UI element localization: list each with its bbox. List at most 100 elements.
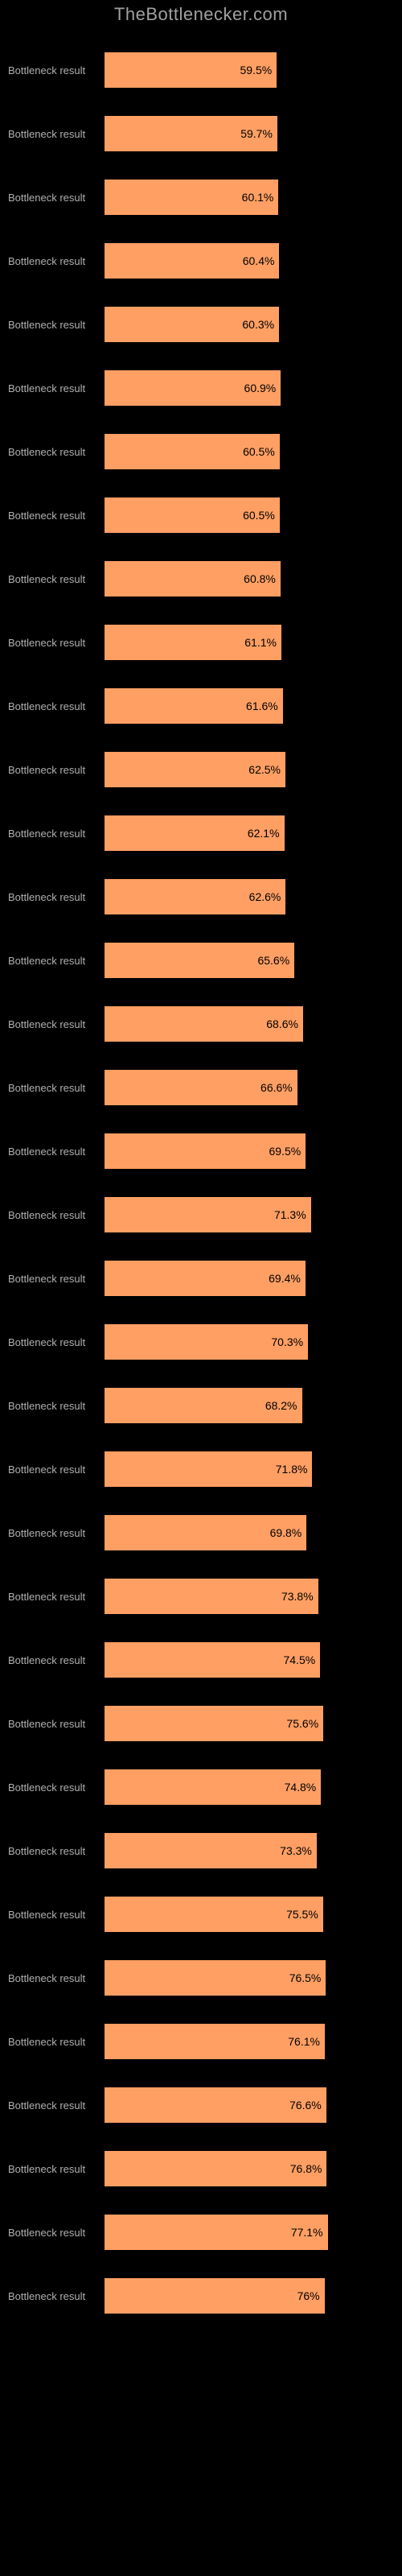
chart-row: Bottleneck result68.2%	[8, 1367, 394, 1423]
bar-value: 62.1%	[248, 827, 280, 840]
chart-row: Bottleneck result76%	[8, 2257, 394, 2314]
bar: 65.6%	[105, 943, 294, 978]
row-top-label	[8, 1303, 394, 1316]
bar-value: 69.8%	[270, 1526, 302, 1539]
chart-row: Bottleneck result74.8%	[8, 1748, 394, 1805]
bar-row: Bottleneck result76%	[8, 2278, 394, 2314]
row-top-label	[8, 2066, 394, 2079]
bar-row: Bottleneck result76.1%	[8, 2024, 394, 2059]
bar-label: Bottleneck result	[8, 1146, 105, 1158]
chart-row: Bottleneck result62.6%	[8, 858, 394, 914]
row-top-label	[8, 413, 394, 426]
bar-value: 61.6%	[246, 700, 278, 712]
bar-label: Bottleneck result	[8, 1463, 105, 1476]
bar-value: 68.6%	[266, 1018, 298, 1030]
bar-label: Bottleneck result	[8, 255, 105, 267]
chart-row: Bottleneck result 73.3%	[8, 1812, 394, 1868]
row-top-label	[8, 1621, 394, 1634]
chart-row: Bottleneck result73.8%	[8, 1558, 394, 1614]
bar-label: Bottleneck result	[8, 891, 105, 903]
bar-value: 59.5%	[240, 64, 272, 76]
row-top-label	[8, 1876, 394, 1889]
bar-area: 69.5%	[105, 1133, 394, 1169]
bar-area: 68.6%	[105, 1006, 394, 1042]
bar-value: 74.5%	[283, 1653, 315, 1666]
row-top-label	[8, 1176, 394, 1189]
row-top-label	[8, 2130, 394, 2143]
bar-row: Bottleneck result70.3%	[8, 1324, 394, 1360]
chart-row: Bottleneck result69.4%	[8, 1240, 394, 1296]
bar-value: 60.1%	[242, 191, 274, 204]
bar-row: Bottleneck result68.6%	[8, 1006, 394, 1042]
bar-label: Bottleneck result	[8, 1336, 105, 1348]
bar: 74.8%	[105, 1769, 321, 1805]
bar-value: 60.8%	[244, 572, 276, 585]
site-header: TheBottlenecker.com	[0, 4, 402, 25]
bar: 73.3%	[105, 1833, 317, 1868]
bar-value: 66.6%	[260, 1081, 293, 1094]
bar: 66.6%	[105, 1070, 297, 1105]
bar-label: Bottleneck result	[8, 955, 105, 967]
bar-label: Bottleneck result	[8, 700, 105, 712]
row-top-label	[8, 858, 394, 871]
bar-row: Bottleneck result75.6%	[8, 1706, 394, 1741]
chart-row: Bottleneck result 60.8%	[8, 540, 394, 597]
bar-value: 62.5%	[248, 763, 281, 776]
bar-row: Bottleneck result 71.8%	[8, 1451, 394, 1487]
bar-label: Bottleneck result	[8, 510, 105, 522]
bar-area: 61.1%	[105, 625, 394, 660]
chart-row: Bottleneck result65.6%	[8, 922, 394, 978]
bar-row: Bottleneck result69.4%	[8, 1261, 394, 1296]
bar-row: Bottleneck result73.8%	[8, 1579, 394, 1614]
bar: 71.8%	[105, 1451, 312, 1487]
bar-row: Bottleneck result 66.6%	[8, 1070, 394, 1105]
bar-row: Bottleneck result76.8%	[8, 2151, 394, 2186]
row-top-label	[8, 31, 394, 44]
bar-label: Bottleneck result	[8, 573, 105, 585]
bar-value: 76.6%	[289, 2099, 322, 2112]
bar-row: Bottleneck result69.5%	[8, 1133, 394, 1169]
chart-row: Bottleneck result59.5%	[8, 31, 394, 88]
bar-area: 60.4%	[105, 243, 394, 279]
bar-row: Bottleneck result60.3%	[8, 307, 394, 342]
row-top-label	[8, 1939, 394, 1952]
row-top-label	[8, 1685, 394, 1698]
bar-row: Bottleneck result69.8%	[8, 1515, 394, 1550]
bar: 76.8%	[105, 2151, 326, 2186]
bar-row: Bottleneck result 76.5%	[8, 1960, 394, 1996]
bar: 60.8%	[105, 561, 281, 597]
bar-area: 69.4%	[105, 1261, 394, 1296]
bar-row: Bottleneck result62.1%	[8, 815, 394, 851]
bar: 75.6%	[105, 1706, 323, 1741]
bar-area: 76%	[105, 2278, 394, 2314]
bar-area: 69.8%	[105, 1515, 394, 1550]
bar-row: Bottleneck result59.5%	[8, 52, 394, 88]
chart-row: Bottleneck result60.5%	[8, 413, 394, 469]
bar: 62.6%	[105, 879, 285, 914]
bar-label: Bottleneck result	[8, 1082, 105, 1094]
bar-label: Bottleneck result	[8, 1972, 105, 1984]
bar: 71.3%	[105, 1197, 311, 1232]
bar-label: Bottleneck result	[8, 764, 105, 776]
bar-label: Bottleneck result	[8, 1591, 105, 1603]
bar-label: Bottleneck result	[8, 1845, 105, 1857]
bar: 69.5%	[105, 1133, 306, 1169]
bar-label: Bottleneck result	[8, 2290, 105, 2302]
bar: 77.1%	[105, 2215, 328, 2250]
bar-area: 62.6%	[105, 879, 394, 914]
bar-label: Bottleneck result	[8, 382, 105, 394]
bar: 76.1%	[105, 2024, 325, 2059]
bar: 76.5%	[105, 1960, 326, 1996]
bar: 60.5%	[105, 434, 280, 469]
bar-row: Bottleneck result60.9%	[8, 370, 394, 406]
bar-label: Bottleneck result	[8, 1781, 105, 1794]
bar: 74.5%	[105, 1642, 320, 1678]
bar-row: Bottleneck result 73.3%	[8, 1833, 394, 1868]
bar-area: 60.5%	[105, 497, 394, 533]
chart-row: Bottleneck result62.1%	[8, 795, 394, 851]
bar-row: Bottleneck result 62.5%	[8, 752, 394, 787]
bar-value: 71.8%	[276, 1463, 308, 1476]
bar-value: 73.3%	[280, 1844, 312, 1857]
chart-row: Bottleneck result76.1%	[8, 2003, 394, 2059]
bar-value: 76.5%	[289, 1971, 322, 1984]
